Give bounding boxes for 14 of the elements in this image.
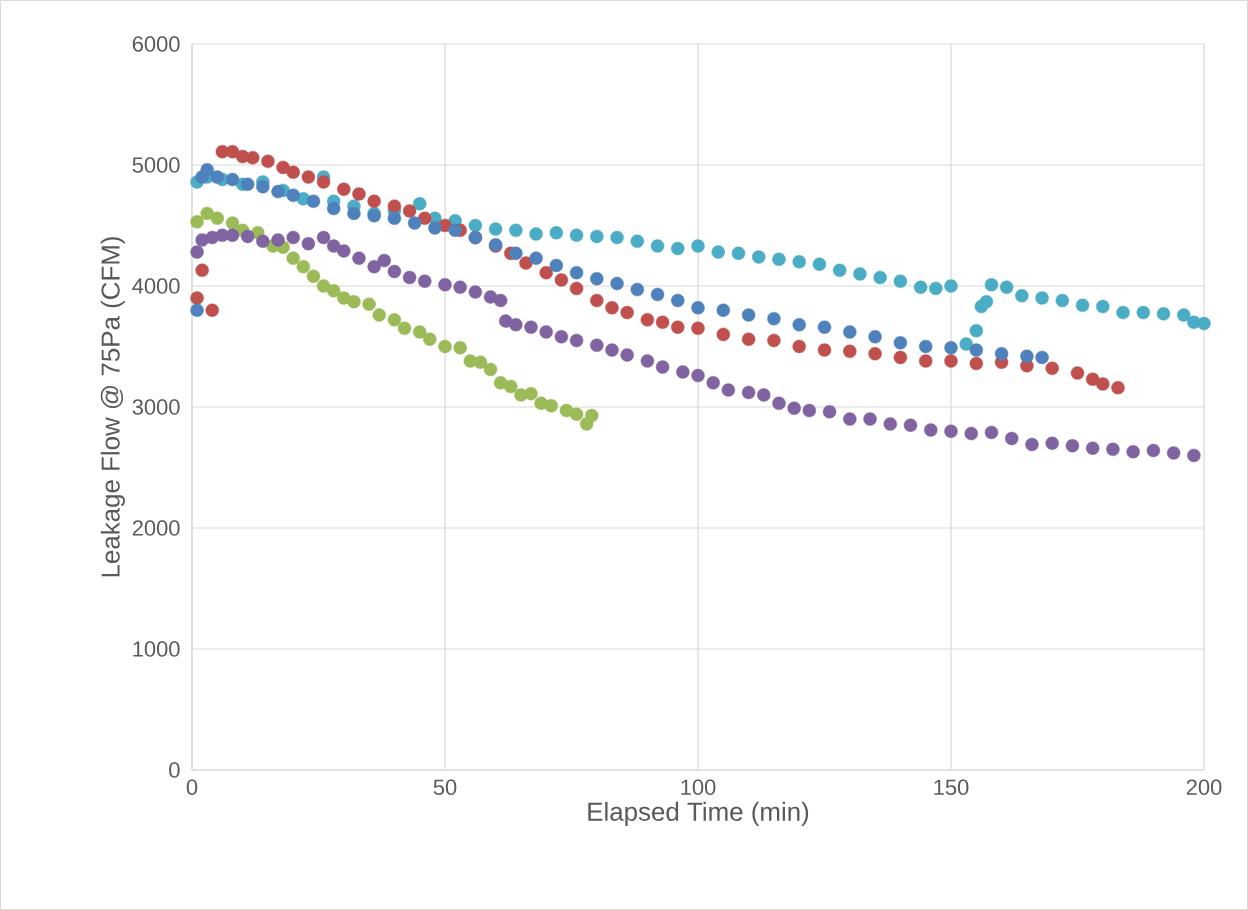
y-axis-title: Leakage Flow @ 75Pa (CFM) [100,237,125,577]
y-tick-label: 4000 [132,278,180,294]
x-tick-label: 200 [1186,779,1222,796]
x-tick-label: 0 [186,779,198,796]
x-tick-label: 150 [934,779,969,796]
y-tick-label: 0 [169,762,180,778]
y-tick-label: 5000 [132,157,180,173]
y-tick-label: 1000 [133,641,180,657]
y-tick-label: 6000 [132,36,180,52]
x-tick-label: 100 [681,779,716,796]
y-tick-label: 2000 [132,520,180,536]
x-axis-title: Elapsed Time (min) [588,801,809,827]
x-tick-label: 50 [433,779,457,796]
y-tick-label: 3000 [132,399,180,415]
